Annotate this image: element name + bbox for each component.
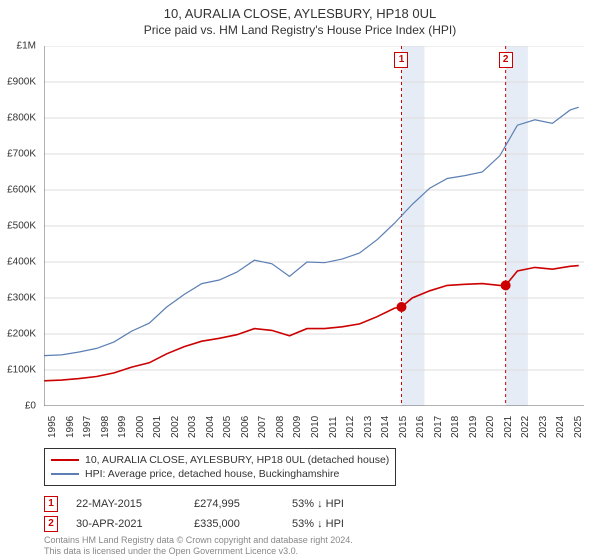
legend-swatch [51,459,79,461]
x-tick-label: 2010 [310,416,321,438]
x-tick-label: 2009 [292,416,303,438]
x-tick-label: 2006 [240,416,251,438]
chart-subtitle: Price paid vs. HM Land Registry's House … [0,21,600,37]
sale-row: 1 22-MAY-2015 £274,995 53% ↓ HPI [44,494,584,514]
sale-row: 2 30-APR-2021 £335,000 53% ↓ HPI [44,514,584,534]
y-axis: £0£100K£200K£300K£400K£500K£600K£700K£80… [0,46,40,406]
sale-marker-box: 2 [44,516,58,532]
x-tick-label: 2013 [363,416,374,438]
sales-table: 1 22-MAY-2015 £274,995 53% ↓ HPI 2 30-APR-202… [44,494,584,534]
y-tick-label: £400K [7,257,36,268]
chart-svg [44,46,584,406]
legend: 10, AURALIA CLOSE, AYLESBURY, HP18 0UL (… [44,448,396,486]
chart-title: 10, AURALIA CLOSE, AYLESBURY, HP18 0UL [0,0,600,21]
x-tick-label: 2004 [205,416,216,438]
x-tick-label: 2002 [170,416,181,438]
y-tick-label: £100K [7,365,36,376]
legend-label: HPI: Average price, detached house, Buck… [85,468,339,480]
y-tick-label: £900K [7,77,36,88]
x-tick-label: 2011 [328,416,339,438]
sale-date: 30-APR-2021 [76,518,176,530]
x-axis: 1995 1996 1997 1998 1999 2000 2001 2002 2003 2004… [44,408,584,446]
x-tick-label: 2001 [152,416,163,438]
y-tick-label: £300K [7,293,36,304]
sale-price: £274,995 [194,498,274,510]
y-tick-label: £800K [7,113,36,124]
x-tick-label: 2015 [398,416,409,438]
sale-marker-box: 1 [44,496,58,512]
x-tick-label: 2019 [468,416,479,438]
x-tick-label: 2003 [187,416,198,438]
x-tick-label: 2025 [573,416,584,438]
y-tick-label: £500K [7,221,36,232]
y-tick-label: £0 [25,401,36,412]
x-tick-label: 1998 [100,416,111,438]
legend-item: HPI: Average price, detached house, Buck… [51,467,389,481]
y-tick-label: £200K [7,329,36,340]
x-tick-label: 2024 [555,416,566,438]
footer: Contains HM Land Registry data © Crown c… [44,535,353,557]
legend-item: 10, AURALIA CLOSE, AYLESBURY, HP18 0UL (… [51,453,389,467]
sale-diff: 53% ↓ HPI [292,498,372,510]
y-tick-label: £600K [7,185,36,196]
x-tick-label: 2023 [538,416,549,438]
x-tick-label: 2017 [433,416,444,438]
sale-date: 22-MAY-2015 [76,498,176,510]
x-tick-label: 2016 [415,416,426,438]
sale-marker-2: 2 [499,52,513,68]
x-tick-label: 1999 [117,416,128,438]
x-tick-label: 2018 [450,416,461,438]
x-tick-label: 2020 [485,416,496,438]
footer-line1: Contains HM Land Registry data © Crown c… [44,535,353,546]
legend-swatch [51,473,79,475]
legend-label: 10, AURALIA CLOSE, AYLESBURY, HP18 0UL (… [85,454,389,466]
x-tick-label: 1997 [82,416,93,438]
sale-diff: 53% ↓ HPI [292,518,372,530]
x-tick-label: 2007 [257,416,268,438]
x-tick-label: 2005 [222,416,233,438]
x-tick-label: 2014 [380,416,391,438]
x-tick-label: 2008 [275,416,286,438]
x-tick-label: 1996 [65,416,76,438]
y-tick-label: £1M [17,41,36,52]
chart-area: 12 [44,46,584,406]
x-tick-label: 2000 [135,416,146,438]
sale-price: £335,000 [194,518,274,530]
y-tick-label: £700K [7,149,36,160]
sale-marker-1: 1 [394,52,408,68]
footer-line2: This data is licensed under the Open Gov… [44,546,353,557]
x-tick-label: 2012 [345,416,356,438]
x-tick-label: 2021 [503,416,514,438]
x-tick-label: 2022 [520,416,531,438]
x-tick-label: 1995 [47,416,58,438]
